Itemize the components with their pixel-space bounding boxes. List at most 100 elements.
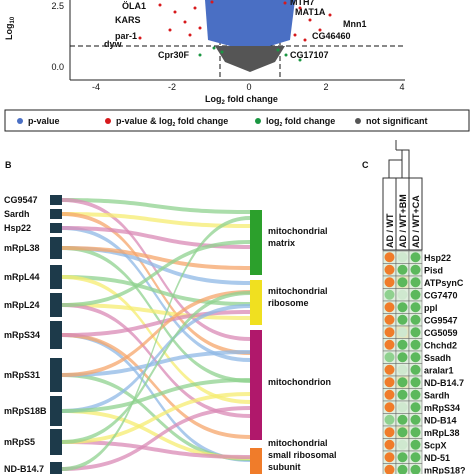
category-bar (250, 448, 262, 474)
cell-dot (384, 339, 395, 350)
gene-label: Pisd (424, 266, 443, 276)
gene-bar (50, 209, 62, 219)
gene-label: Sardh (424, 391, 450, 401)
panel-label: C (362, 160, 369, 170)
cell-dot (384, 402, 395, 413)
cell-dot (384, 452, 395, 463)
cell-dot (397, 264, 408, 275)
cell-dot (410, 327, 421, 338)
cell-dot (410, 252, 421, 263)
category-label: small ribosomal (268, 450, 337, 460)
category-label: matrix (268, 238, 295, 248)
cell-dot (410, 277, 421, 288)
point (293, 33, 297, 37)
cell-dot (410, 464, 421, 474)
x-tick-label: 4 (399, 82, 404, 92)
point (220, 50, 224, 54)
cell-dot (384, 389, 395, 400)
flow (62, 310, 250, 337)
y-tick-label: 2.5 (51, 1, 64, 11)
flow (62, 246, 250, 270)
point (173, 10, 177, 14)
point-cloud (205, 0, 295, 46)
gene-label: Hsp22 (4, 223, 31, 233)
point (158, 3, 162, 7)
flow (62, 333, 250, 439)
legend-text: 2 (280, 122, 283, 128)
point (298, 6, 302, 10)
flow (62, 198, 250, 214)
flow (62, 378, 250, 413)
cell-dot (397, 427, 408, 438)
cell-dot (384, 289, 395, 300)
x-axis-label: Log2 fold change (205, 94, 278, 106)
gene-label: CG7470 (424, 291, 458, 301)
cell-dot (397, 339, 408, 350)
category-label: mitochondrion (268, 377, 331, 387)
gene-bar (50, 293, 62, 317)
flow (62, 304, 250, 413)
x-tick-label: -2 (168, 82, 176, 92)
flow (62, 275, 250, 306)
gene-label: CG9547 (424, 316, 458, 326)
legend-box (4, 109, 470, 132)
flow (62, 212, 250, 228)
gene-label: mRpS18? (424, 466, 466, 474)
cell-dot (384, 252, 395, 263)
flow (62, 226, 250, 362)
cell-dot (410, 364, 421, 375)
flow (62, 198, 250, 341)
cell-dot (410, 264, 421, 275)
cell-dot (410, 427, 421, 438)
flow (62, 290, 250, 377)
gene-label: KARS (115, 15, 141, 25)
cell-dot (410, 352, 421, 363)
gene-label: Sardh (4, 209, 30, 219)
point (276, 48, 280, 52)
gene-label: CG5059 (424, 328, 458, 338)
point (138, 36, 142, 40)
column-label: AD / WT+BM (398, 194, 408, 248)
legend-text: p-value (28, 116, 60, 126)
flow (62, 333, 250, 462)
legend-marker (355, 118, 361, 124)
flow (62, 246, 250, 383)
column-label: AD / WT+CA (411, 195, 421, 248)
legend-text: 2 (173, 122, 176, 128)
category-bar (250, 280, 262, 325)
cell-dot (410, 439, 421, 450)
flow (62, 409, 250, 460)
cell-dot (384, 327, 395, 338)
gene-label: CG17107 (290, 50, 329, 60)
gene-bar (50, 223, 62, 233)
cell-dot (410, 389, 421, 400)
cell-dot (384, 302, 395, 313)
flow (62, 212, 250, 355)
flow (62, 291, 250, 444)
category-label: mitochondrial (268, 286, 328, 296)
cell-dot (397, 277, 408, 288)
gene-label: CG46460 (312, 31, 351, 41)
cell-dot (397, 314, 408, 325)
cell-dot (397, 389, 408, 400)
cell-dot (410, 314, 421, 325)
legend-label: log2 fold change (266, 116, 335, 128)
point (212, 46, 216, 50)
point-cloud (215, 46, 285, 72)
flow (62, 406, 250, 471)
gene-label: ÖLA1 (122, 1, 146, 11)
cell-dot (397, 439, 408, 450)
flow (62, 350, 250, 377)
flow (62, 246, 250, 285)
cell-dot (410, 302, 421, 313)
point (210, 0, 214, 4)
legend-text: fold change (175, 116, 228, 126)
category-label: ribosome (268, 298, 309, 308)
cell-dot (410, 402, 421, 413)
cell-dot (384, 364, 395, 375)
gene-label: ND-B14.7 (4, 464, 44, 474)
x-tick-label: -4 (92, 82, 100, 92)
gene-label: dyw (104, 39, 123, 49)
gene-label: ATPsynC (424, 278, 464, 288)
